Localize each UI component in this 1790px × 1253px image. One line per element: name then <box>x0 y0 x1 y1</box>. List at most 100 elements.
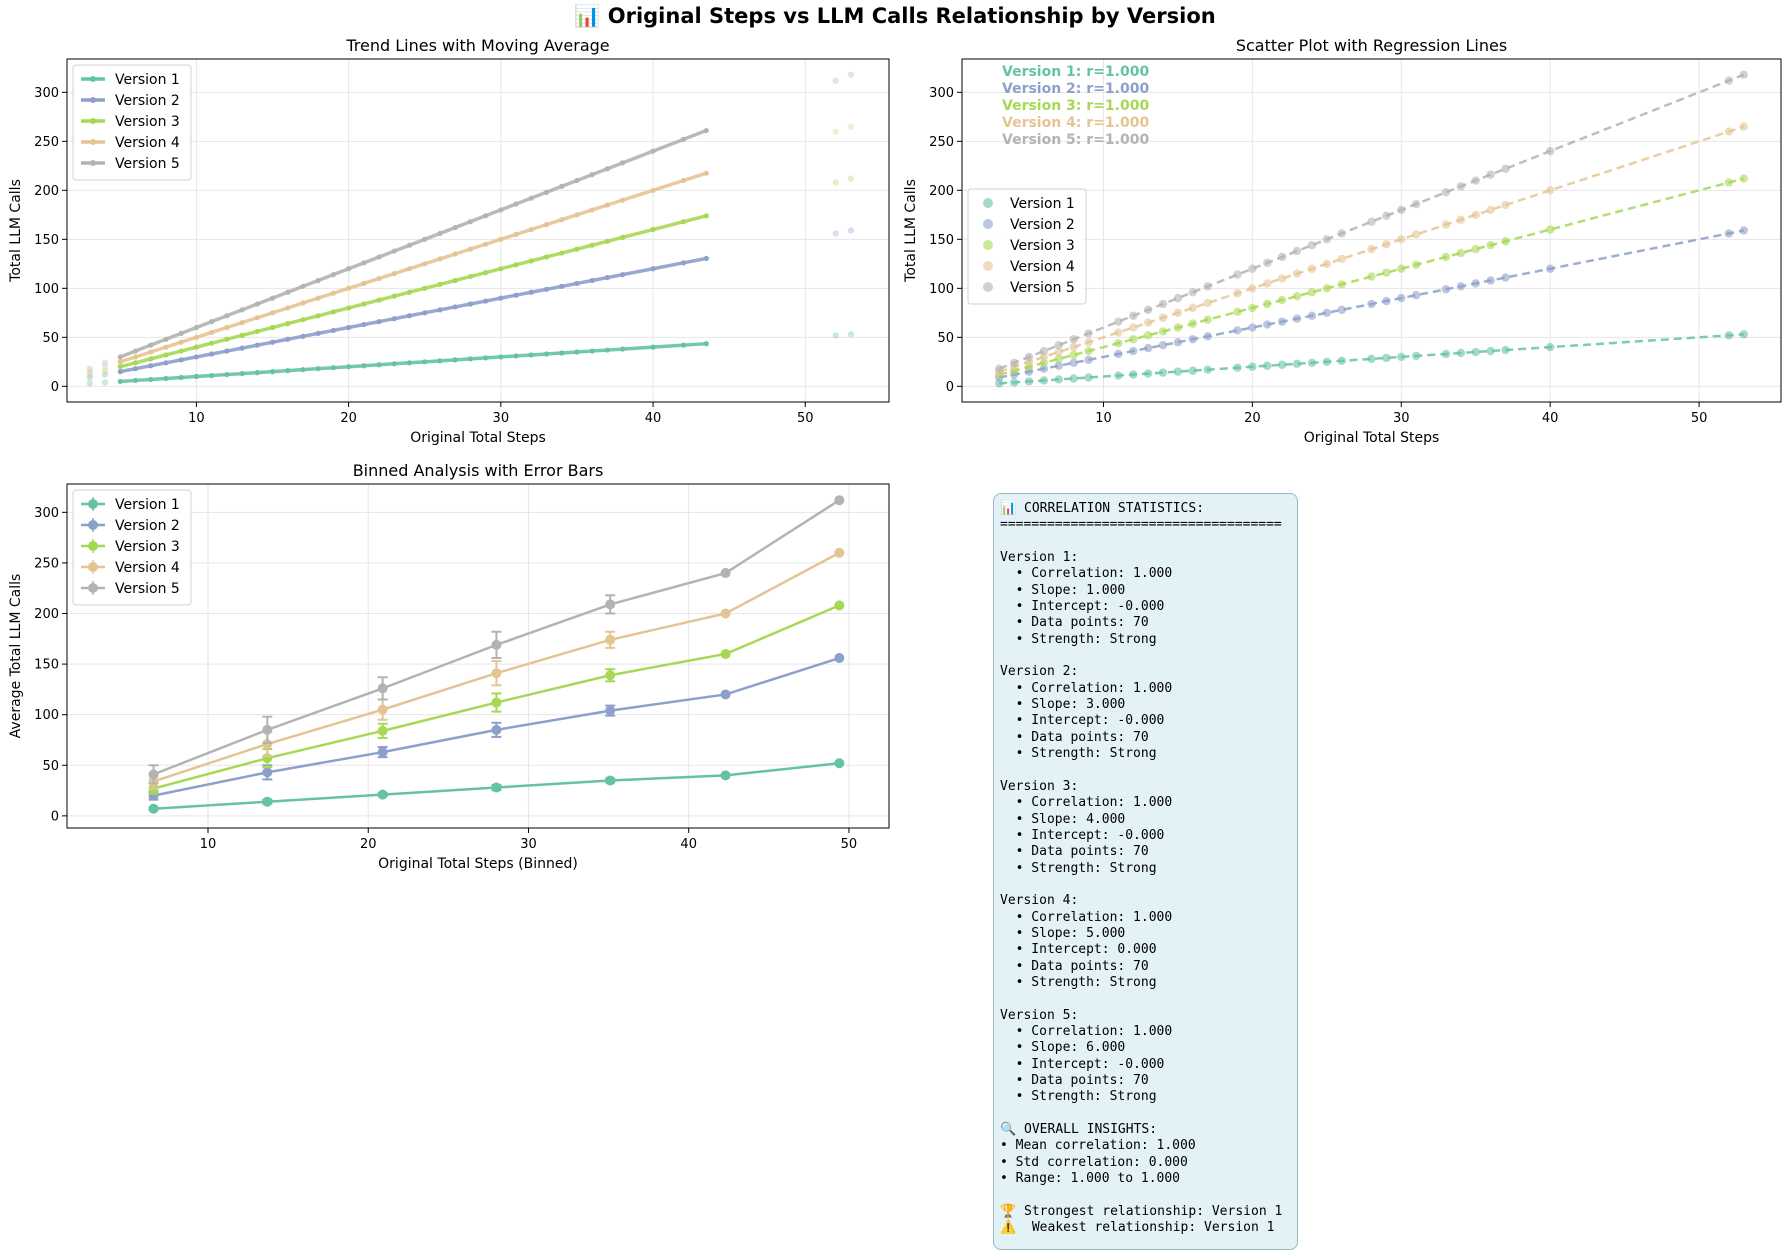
trend-point <box>376 362 382 368</box>
y-axis-label: Total LLM Calls <box>8 179 24 283</box>
trend-point <box>391 316 397 322</box>
trend-point <box>132 360 139 366</box>
x-axis-label: Original Total Steps <box>1304 430 1440 446</box>
trend-point <box>391 293 397 299</box>
binned-point <box>605 634 616 645</box>
trend-point <box>589 242 595 248</box>
trend-point <box>254 301 260 307</box>
scatter-point <box>1233 326 1242 335</box>
y-tick-label: 50 <box>42 759 59 774</box>
y-tick-label: 300 <box>929 86 954 101</box>
legend-marker <box>983 219 993 229</box>
legend-box <box>967 188 1087 305</box>
trend-point <box>224 313 230 319</box>
y-tick-label: 100 <box>34 708 59 723</box>
trend-point <box>422 236 428 242</box>
trend-point <box>467 219 473 225</box>
legend-marker <box>88 499 98 509</box>
x-tick-label: 40 <box>680 837 697 852</box>
trend-point <box>703 213 709 219</box>
trend-point <box>513 231 519 238</box>
binned-point <box>377 725 388 736</box>
raw-point <box>86 374 94 381</box>
trend-point <box>680 342 687 348</box>
trend-point <box>239 370 245 377</box>
trend-point <box>559 350 565 356</box>
trend-point <box>650 344 656 350</box>
regression-line-version-5 <box>998 73 1745 370</box>
trend-point <box>498 354 504 360</box>
regression-line-version-4 <box>998 125 1745 373</box>
trend-point <box>361 280 367 287</box>
trend-point <box>285 305 291 311</box>
binned-point <box>605 599 616 610</box>
trend-point <box>148 349 154 355</box>
scatter-point <box>1143 331 1153 340</box>
trend-point <box>269 295 276 301</box>
trend-point <box>604 347 610 353</box>
trend-point <box>148 363 154 369</box>
trend-point <box>285 336 291 342</box>
trend-point <box>680 136 687 142</box>
legend: Version 1 Version 2 Version 3 Version 4 Vers… <box>72 64 192 181</box>
legend: Version 1 Version 2 Version 3 Version 4 Vers… <box>72 489 192 606</box>
axes-3: 10 20 30 40 50 0 50 100 150 200 250 300 Binned Analy… <box>8 461 890 872</box>
trend-point <box>117 378 123 385</box>
scatter-point <box>1188 366 1198 375</box>
scatter-point <box>1456 248 1466 258</box>
binned-point <box>605 705 616 716</box>
x-tick-label: 30 <box>1393 411 1410 426</box>
binned-point <box>605 775 616 786</box>
trend-point <box>254 315 260 321</box>
trend-point <box>315 295 321 301</box>
trend-point <box>574 280 580 287</box>
trend-point <box>559 250 565 256</box>
binned-point <box>834 600 845 611</box>
raw-point <box>832 230 839 237</box>
y-tick-label: 300 <box>34 86 59 101</box>
trend-point <box>285 289 291 295</box>
trend-point <box>132 377 139 384</box>
trend-point <box>315 330 321 336</box>
binned-point <box>605 670 616 681</box>
scatter-point <box>1188 303 1198 313</box>
trend-point <box>604 238 610 244</box>
binned-point <box>491 724 502 735</box>
correlation-label: Version 5: r=1.000 <box>1002 132 1149 148</box>
trend-point <box>117 364 123 370</box>
scatter-point <box>1411 290 1421 300</box>
trend-point <box>620 160 626 166</box>
x-tick-label: 30 <box>493 411 510 426</box>
scatter-point <box>1501 200 1510 210</box>
trend-point <box>703 127 709 134</box>
y-tick-label: 200 <box>34 607 59 622</box>
trend-point <box>680 177 687 184</box>
scatter-point <box>1069 350 1078 360</box>
trend-point <box>330 365 336 371</box>
trend-point <box>406 289 413 295</box>
trend-point <box>574 246 580 252</box>
scatter-point <box>1158 340 1168 350</box>
binned-point <box>720 770 731 781</box>
trend-point <box>361 321 367 328</box>
scatter-point <box>1143 343 1153 353</box>
binned-point <box>262 796 273 807</box>
trend-point <box>209 329 215 336</box>
raw-point <box>847 227 855 234</box>
trend-point <box>452 224 458 231</box>
trend-point <box>589 277 595 284</box>
trend-point <box>300 283 306 289</box>
trend-point <box>315 366 321 372</box>
scatter-point <box>1277 360 1287 369</box>
y-tick-label: 200 <box>929 184 954 199</box>
plot-frame <box>961 58 1782 403</box>
trend-point <box>483 213 489 219</box>
trend-point <box>483 241 489 247</box>
trend-point <box>589 348 595 354</box>
trend-point <box>285 368 291 374</box>
trend-point <box>543 222 550 228</box>
trend-point <box>330 309 336 315</box>
x-tick-label: 20 <box>360 837 377 852</box>
binned-point <box>720 648 731 659</box>
trend-point <box>406 266 413 272</box>
